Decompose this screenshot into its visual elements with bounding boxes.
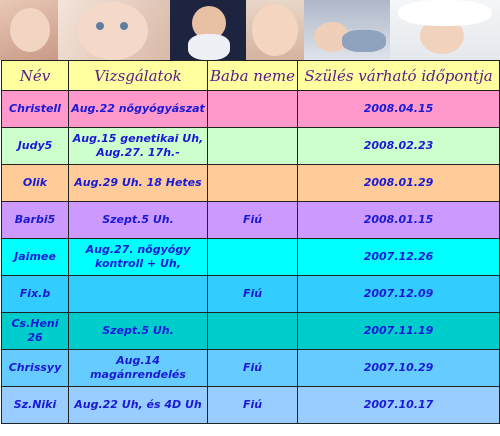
header-gender: Baba neme [207,60,298,91]
table-row: Barbi5 Szept.5 Uh. Fiú 2008.01.15 [1,201,500,239]
cell-due-date: 2008.01.15 [297,201,500,239]
header-name: Név [1,60,69,91]
cell-name: Judy5 [1,127,69,165]
table-row: Cs.Heni 26 Szept.5 Uh. 2007.11.19 [1,312,500,350]
baby-photo [246,0,304,60]
cell-due-date: 2007.11.19 [297,312,500,350]
cell-exams: Aug.29 Uh. 18 Hetes [68,164,208,202]
cell-gender: Fiú [207,275,298,313]
cell-name: Olik [1,164,69,202]
table-row: Chrissyy Aug.14 magánrendelés Fiú 2007.10.2… [1,349,500,387]
pregnancy-table: Név Vizsgálatok Baba neme Szülés várható… [1,60,500,424]
table-row: Christell Aug.22 nőgyógyászat 2008.04.15 [1,90,500,128]
cell-name: Fix.b [1,275,69,313]
cell-gender [207,90,298,128]
baby-photo [58,0,170,60]
cell-name: Jaimee [1,238,69,276]
cell-name: Sz.Niki [1,386,69,424]
baby-photo-strip [0,0,500,60]
cell-gender: Fiú [207,201,298,239]
cell-due-date: 2007.10.17 [297,386,500,424]
cell-gender [207,127,298,165]
cell-exams: Aug.15 genetikai Uh, Aug.27. 17h.- [68,127,208,165]
cell-due-date: 2007.12.09 [297,275,500,313]
cell-due-date: 2008.02.23 [297,127,500,165]
table-row: Sz.Niki Aug.22 Uh, és 4D Uh Fiú 2007.10.17 [1,386,500,424]
cell-exams: Aug.22 Uh, és 4D Uh [68,386,208,424]
table-row: Jaimee Aug.27. nőgyógy kontroll + Uh, 2007… [1,238,500,276]
cell-name: Cs.Heni 26 [1,312,69,350]
table-header-row: Név Vizsgálatok Baba neme Szülés várható… [1,60,500,91]
header-exams: Vizsgálatok [68,60,208,91]
cell-exams: Aug.22 nőgyógyászat [68,90,208,128]
cell-exams: Szept.5 Uh. [68,201,208,239]
cell-exams [68,275,208,313]
cell-due-date: 2007.10.29 [297,349,500,387]
header-due-date: Szülés várható időpontja [297,60,500,91]
cell-gender: Fiú [207,386,298,424]
cell-gender: Fiú [207,349,298,387]
table-row: Judy5 Aug.15 genetikai Uh, Aug.27. 17h.- 2… [1,127,500,165]
cell-name: Chrissyy [1,349,69,387]
cell-name: Christell [1,90,69,128]
baby-photo [390,0,500,60]
baby-photo [0,0,58,60]
cell-exams: Szept.5 Uh. [68,312,208,350]
cell-name: Barbi5 [1,201,69,239]
cell-exams: Aug.27. nőgyógy kontroll + Uh, [68,238,208,276]
cell-exams: Aug.14 magánrendelés [68,349,208,387]
table-row: Olik Aug.29 Uh. 18 Hetes 2008.01.29 [1,164,500,202]
cell-gender [207,312,298,350]
cell-due-date: 2008.04.15 [297,90,500,128]
cell-gender [207,164,298,202]
baby-photo [170,0,246,60]
table-row: Fix.b Fiú 2007.12.09 [1,275,500,313]
cell-due-date: 2008.01.29 [297,164,500,202]
cell-due-date: 2007.12.26 [297,238,500,276]
cell-gender [207,238,298,276]
baby-photo [304,0,390,60]
